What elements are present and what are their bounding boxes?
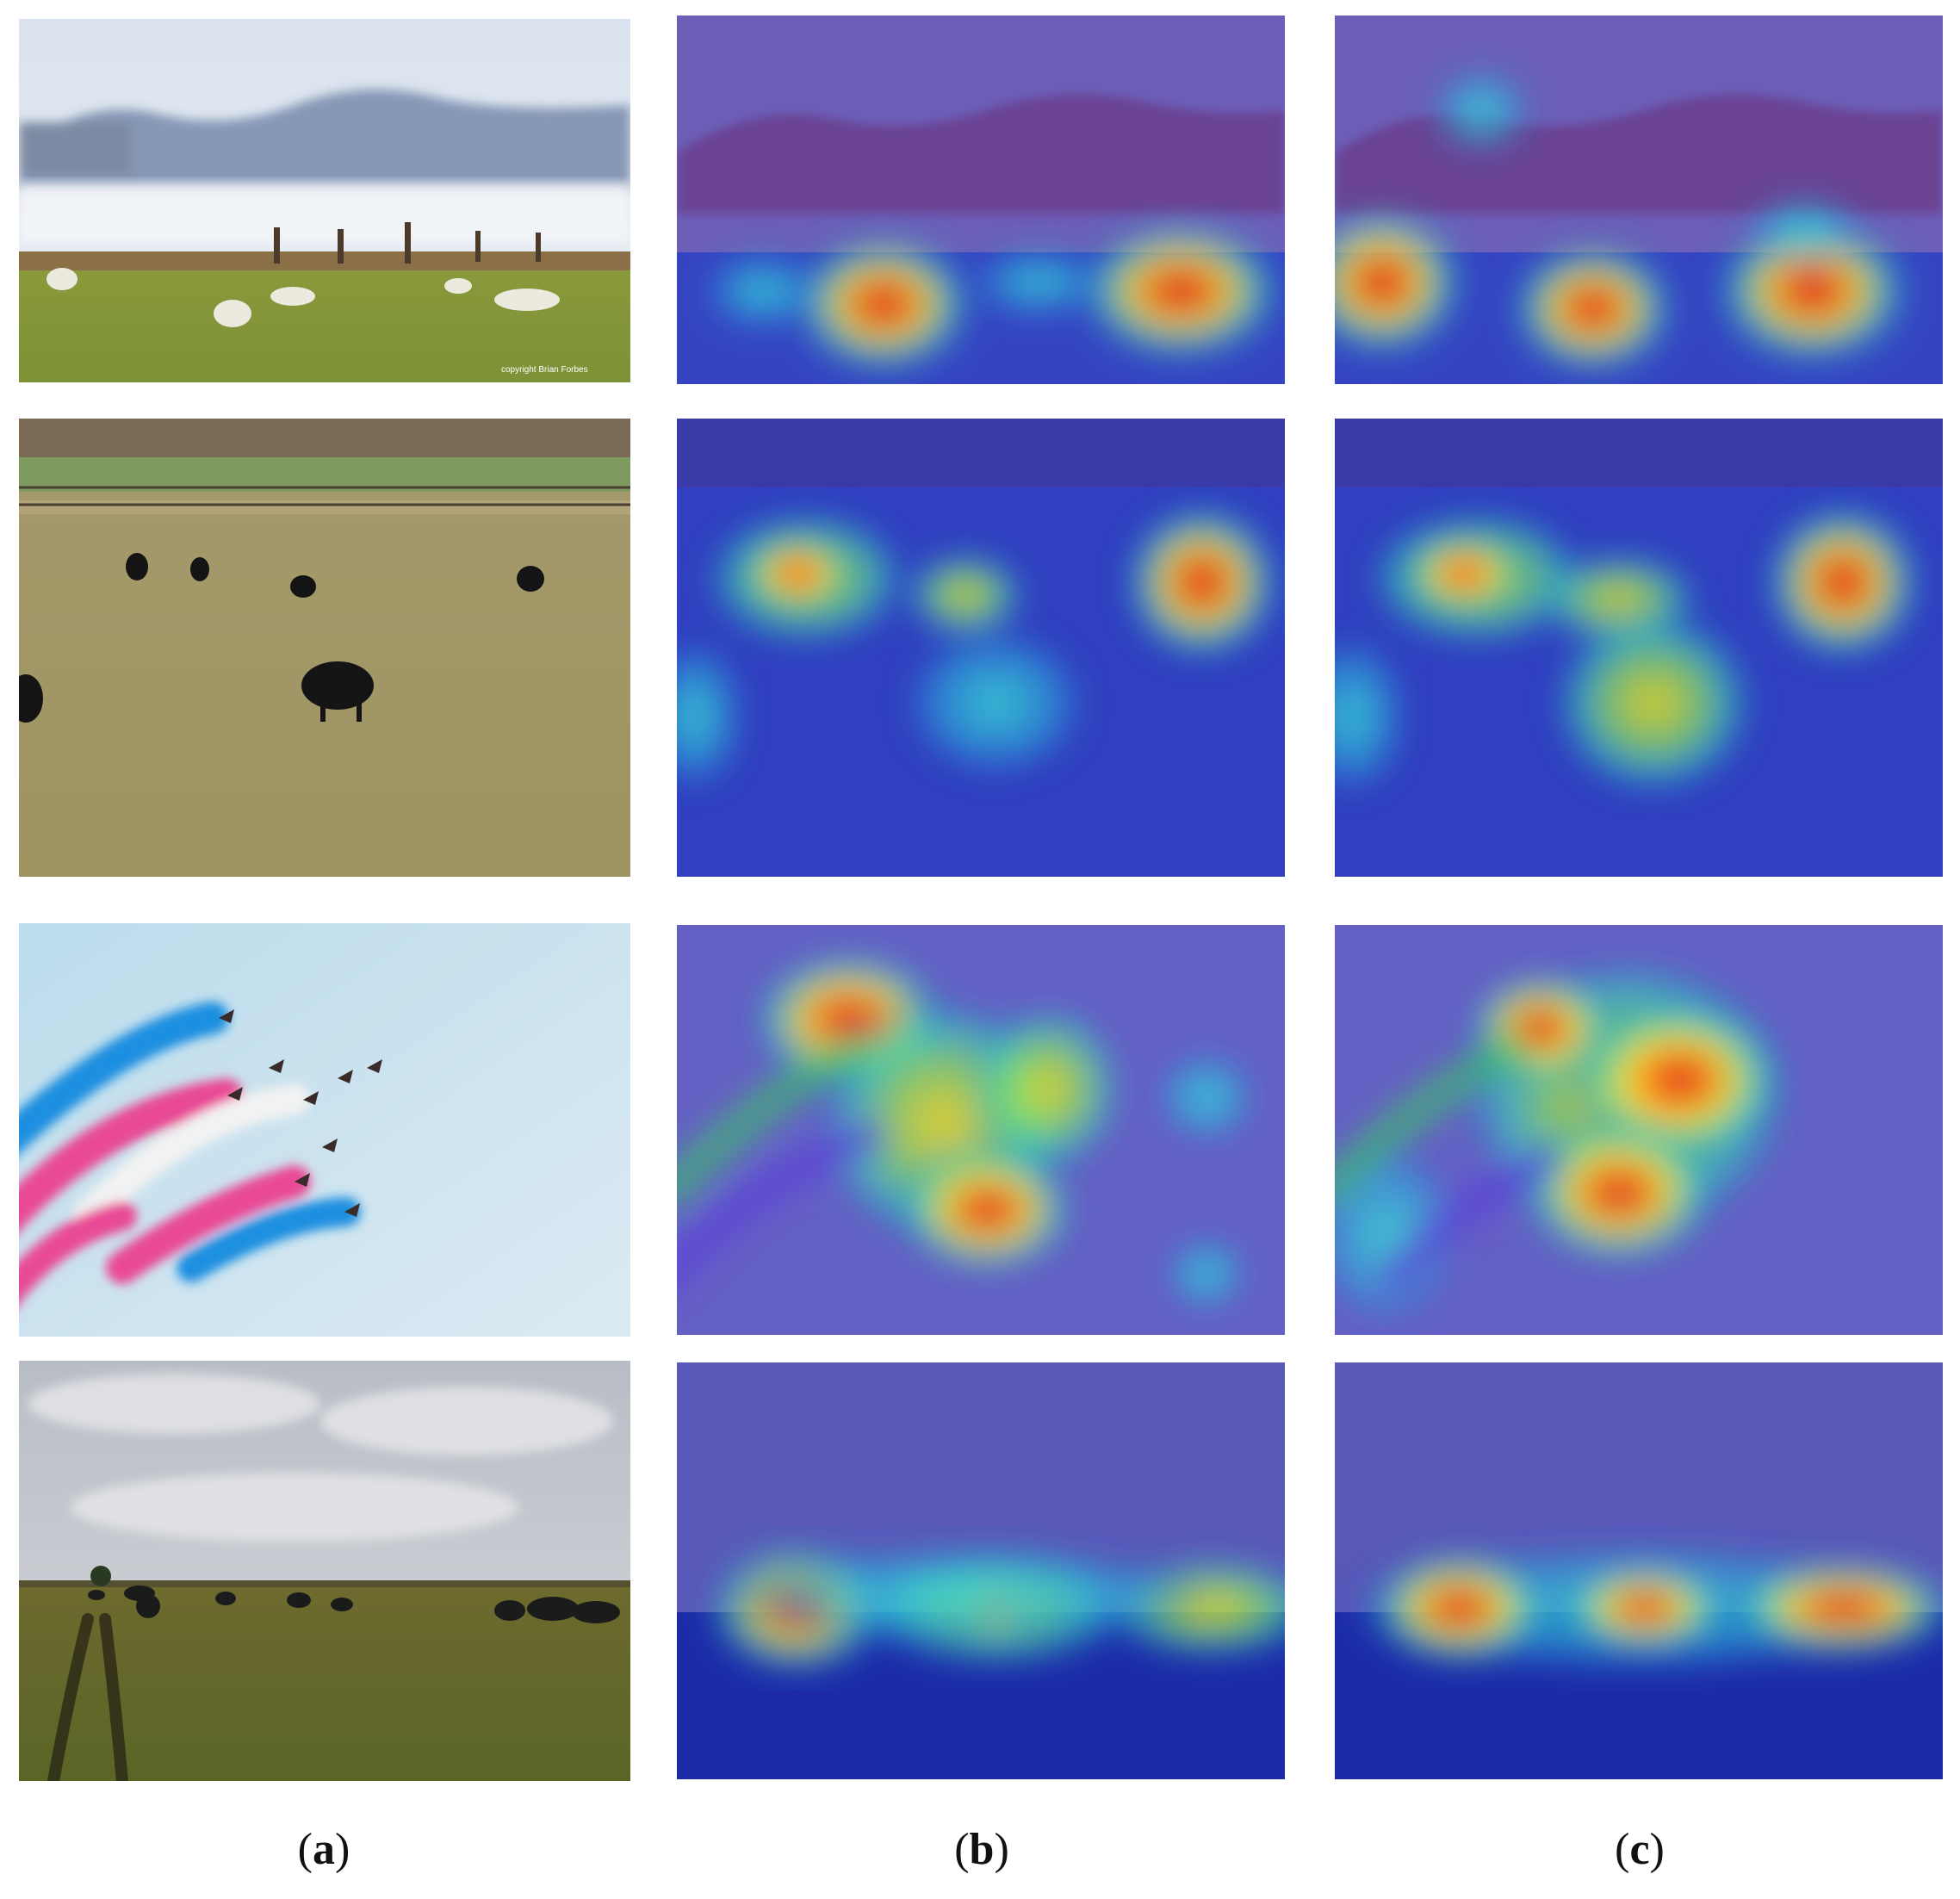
row1-original-photo: copyright Brian Forbes <box>19 19 630 382</box>
row4-original-photo <box>19 1361 630 1781</box>
row3-heatmap-b <box>677 925 1285 1335</box>
column-label-b: (b) <box>954 1825 1009 1874</box>
row2-original-photo <box>19 419 630 877</box>
row4-heatmap-c <box>1335 1362 1943 1779</box>
row1-heatmap-c <box>1335 16 1943 384</box>
jet-marks <box>219 1009 382 1217</box>
row3-original-photo <box>19 923 630 1337</box>
row2-heatmap-c <box>1335 419 1943 877</box>
row4-heatmap-b <box>677 1362 1285 1779</box>
column-label-c: (c) <box>1615 1825 1665 1874</box>
row2-heatmap-b <box>677 419 1285 877</box>
column-label-a: (a) <box>297 1825 350 1874</box>
row3-heatmap-c <box>1335 925 1943 1335</box>
row1-watermark: copyright Brian Forbes <box>501 365 588 375</box>
row1-heatmap-b <box>677 16 1285 384</box>
